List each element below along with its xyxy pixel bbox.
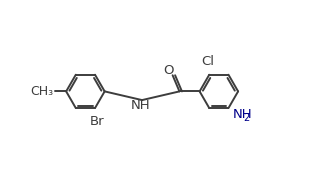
Text: 2: 2 <box>244 113 250 123</box>
Text: Br: Br <box>89 115 104 128</box>
Text: Cl: Cl <box>201 55 214 68</box>
Text: NH: NH <box>131 99 150 112</box>
Text: NH: NH <box>233 108 253 121</box>
Text: O: O <box>164 64 174 77</box>
Text: CH₃: CH₃ <box>31 85 54 98</box>
